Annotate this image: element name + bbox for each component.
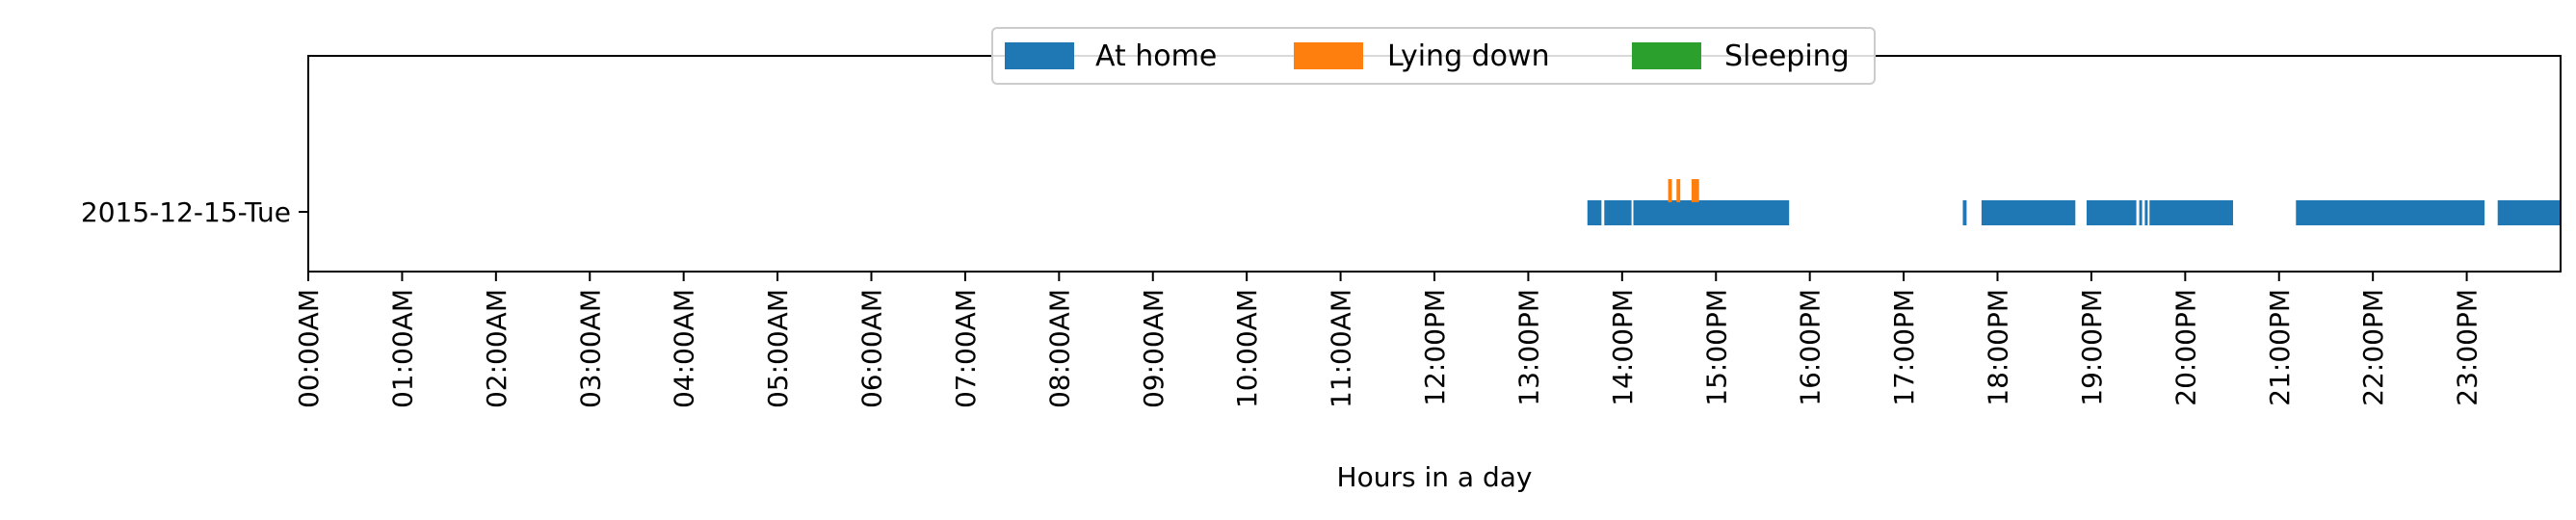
legend-swatch-lying-down xyxy=(1294,42,1363,69)
bar-at-home-10 xyxy=(2497,200,2561,225)
bar-at-home-3 xyxy=(1962,200,1967,225)
x-tick-label: 20:00PM xyxy=(2169,289,2201,406)
bar-at-home-2 xyxy=(1633,200,1790,225)
activity-bars xyxy=(1587,179,2561,225)
legend: At home Lying down Sleeping xyxy=(991,27,1876,85)
bar-at-home-9 xyxy=(2296,200,2485,225)
x-tick-label: 06:00AM xyxy=(856,289,888,408)
legend-label-lying-down: Lying down xyxy=(1387,39,1550,73)
bar-at-home-1 xyxy=(1604,200,1632,225)
x-tick-label: 21:00PM xyxy=(2264,289,2296,406)
x-tick-label: 07:00AM xyxy=(950,289,982,408)
x-tick-label: 08:00AM xyxy=(1043,289,1075,408)
y-axis: 2015-12-15-Tue xyxy=(81,196,308,228)
bar-at-home-4 xyxy=(1981,200,2076,225)
bar-at-home-8 xyxy=(2149,200,2233,225)
x-tick-label: 13:00PM xyxy=(1512,289,1544,406)
y-tick-label: 2015-12-15-Tue xyxy=(81,196,291,228)
x-tick-label: 12:00PM xyxy=(1419,289,1451,406)
x-tick-label: 18:00PM xyxy=(1983,289,2014,406)
x-tick-label: 01:00AM xyxy=(386,289,418,408)
x-axis-label: Hours in a day xyxy=(1337,461,1533,493)
x-tick-label: 00:00AM xyxy=(293,289,325,408)
x-tick-label: 11:00AM xyxy=(1326,289,1357,408)
x-tick-label: 17:00PM xyxy=(1888,289,1920,406)
x-tick-label: 04:00AM xyxy=(669,289,700,408)
bar-lying-down-2 xyxy=(1691,179,1699,202)
legend-frame xyxy=(991,27,1876,85)
x-tick-label: 23:00PM xyxy=(2452,289,2484,406)
x-tick-label: 14:00PM xyxy=(1607,289,1639,406)
x-axis: 00:00AM 01:00AM 02:00AM 03:00AM 04:00AM 05:00… xyxy=(293,272,2484,408)
bar-at-home-7 xyxy=(2144,200,2148,225)
bar-lying-down-1 xyxy=(1676,179,1681,202)
x-tick-label: 15:00PM xyxy=(1700,289,1732,406)
legend-swatch-sleeping xyxy=(1632,42,1701,69)
x-tick-label: 02:00AM xyxy=(481,289,513,408)
x-tick-label: 10:00AM xyxy=(1231,289,1263,408)
bar-at-home-0 xyxy=(1587,200,1602,225)
x-tick-label: 19:00PM xyxy=(2076,289,2108,406)
x-tick-label: 03:00AM xyxy=(574,289,606,408)
x-tick-label: 09:00AM xyxy=(1138,289,1170,408)
bar-at-home-5 xyxy=(2087,200,2137,225)
legend-swatch-at-home xyxy=(1005,42,1074,69)
bar-lying-down-0 xyxy=(1668,179,1672,202)
legend-label-sleeping: Sleeping xyxy=(1724,39,1850,73)
legend-label-at-home: At home xyxy=(1095,39,1217,73)
x-tick-label: 16:00PM xyxy=(1795,289,1827,406)
bar-at-home-6 xyxy=(2139,200,2142,225)
x-tick-label: 05:00AM xyxy=(762,289,794,408)
x-tick-label: 22:00PM xyxy=(2357,289,2389,406)
plot-frame xyxy=(307,55,2562,273)
